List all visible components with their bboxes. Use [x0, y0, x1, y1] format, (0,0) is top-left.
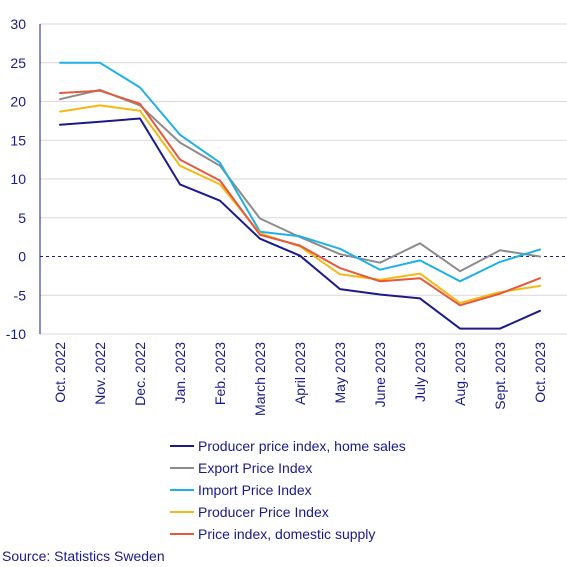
series-line: [59, 61, 541, 283]
y-tick-label: 0: [18, 249, 26, 265]
axes: -10 -5 0 5 10 15 20 25 30 Oct. 2022 Nov. 2022 Dec. …: [6, 16, 567, 416]
y-tick-label: -10: [6, 326, 26, 342]
y-tick-label: -5: [14, 287, 27, 303]
x-tick-label: Oct. 2023: [532, 342, 548, 403]
x-tick-label: July 2023: [412, 342, 428, 402]
legend-label: Producer price index, home sales: [198, 438, 406, 454]
x-tick-label: Feb. 2023: [212, 342, 228, 405]
legend-label: Price index, domestic supply: [198, 526, 375, 542]
y-tick-label: 10: [10, 171, 26, 187]
legend-label: Producer Price Index: [198, 504, 329, 520]
source-note: Source: Statistics Sweden: [2, 548, 165, 564]
y-tick-label: 5: [18, 210, 26, 226]
legend: Producer price index, home sales Export P…: [170, 438, 406, 542]
x-tick-label: Sept. 2023: [492, 342, 508, 410]
x-tick-label: Jan. 2023: [172, 342, 188, 404]
series-line: [59, 89, 541, 307]
x-tick-label: June 2023: [372, 342, 388, 408]
series-lines: [59, 61, 541, 330]
y-tick-label: 15: [10, 132, 26, 148]
series-line: [59, 104, 541, 304]
y-tick-label: 25: [10, 55, 26, 71]
gridlines: [40, 23, 567, 335]
y-tick-label: 20: [10, 94, 26, 110]
x-tick-label: Aug. 2023: [452, 342, 468, 406]
legend-label: Import Price Index: [198, 482, 312, 498]
x-tick-label: Dec. 2022: [132, 342, 148, 406]
x-tick-label: Nov. 2022: [92, 342, 108, 405]
x-tick-label: May 2023: [332, 342, 348, 404]
y-tick-label: 30: [10, 16, 26, 32]
series-line: [59, 117, 541, 330]
legend-label: Export Price Index: [198, 460, 312, 476]
x-tick-label: April 2023: [292, 342, 308, 405]
x-tick-label: March 2023: [252, 342, 268, 416]
series-line: [59, 88, 541, 273]
x-tick-label: Oct. 2022: [52, 342, 68, 403]
